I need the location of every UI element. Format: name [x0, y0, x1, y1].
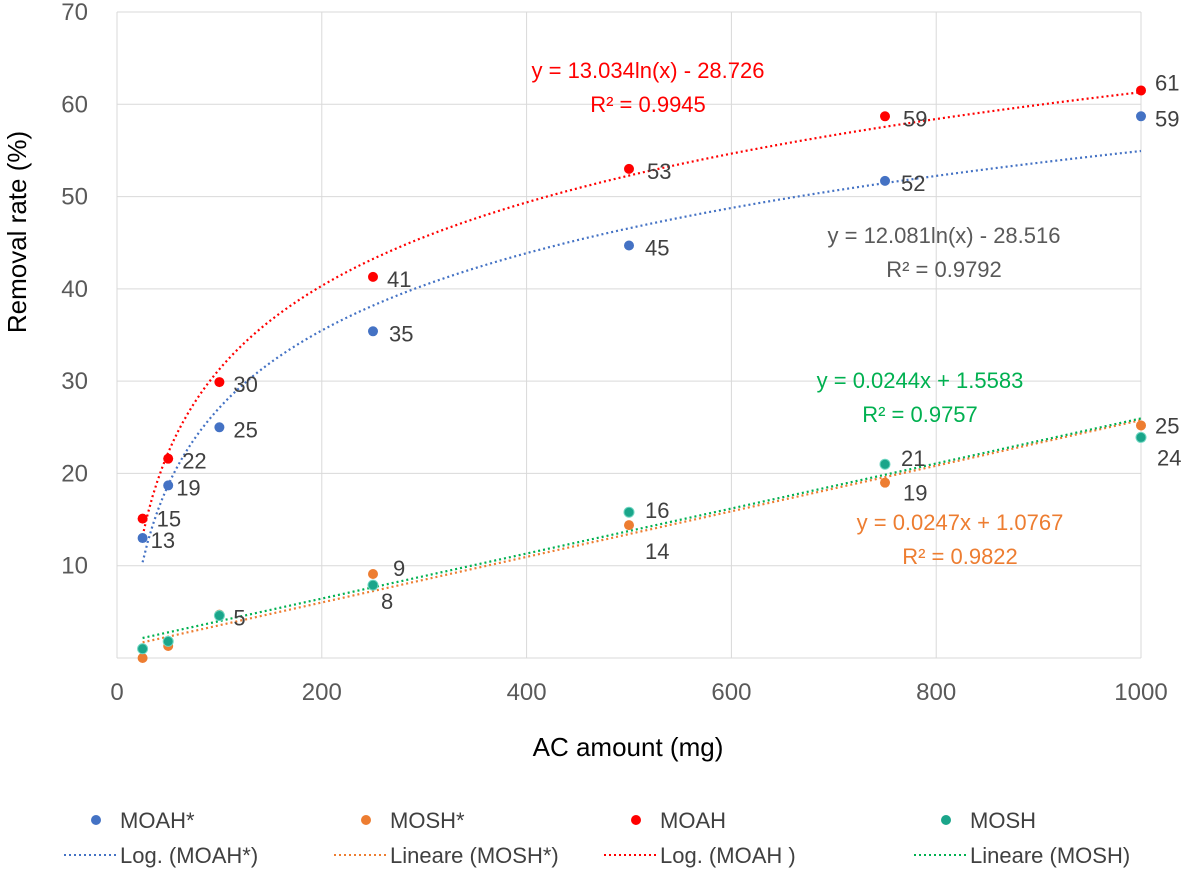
x-tick-label: 800	[916, 679, 956, 706]
data-point-moah-star	[368, 326, 378, 337]
y-tick-label: 30	[61, 368, 88, 395]
x-tick-label: 400	[507, 679, 547, 706]
data-point-moah	[1136, 85, 1146, 96]
data-label: 24	[1157, 445, 1181, 470]
data-label: 16	[645, 498, 669, 523]
data-point-mosh	[137, 643, 149, 655]
x-tick-label: 0	[110, 679, 123, 706]
y-tick-label: 10	[61, 553, 88, 580]
data-label: 41	[387, 267, 411, 292]
data-point-moah	[624, 163, 634, 174]
data-label: 35	[389, 321, 413, 346]
data-point-moah	[368, 271, 378, 282]
legend-label: MOAH*	[120, 808, 195, 833]
trendline-r2: R² = 0.9822	[902, 544, 1018, 569]
data-label: 45	[645, 235, 669, 260]
data-point-mosh	[879, 458, 891, 470]
x-axis-title: AC amount (mg)	[533, 732, 724, 762]
data-point-mosh-star	[368, 569, 378, 580]
data-point-mosh-star	[1136, 420, 1146, 431]
x-tick-label: 200	[302, 679, 342, 706]
data-point-moah-star	[163, 480, 174, 491]
data-points	[137, 85, 1147, 663]
trendline-mosh	[142, 417, 1142, 640]
data-point-moah-star	[880, 175, 890, 186]
legend-marker-mosh	[941, 815, 951, 825]
data-label: 25	[233, 417, 257, 442]
data-label: 61	[1155, 70, 1179, 95]
data-point-mosh-star	[624, 520, 634, 531]
data-label: 19	[903, 481, 927, 506]
data-point-moah	[137, 513, 148, 524]
x-tick-label: 1000	[1114, 679, 1167, 706]
legend-trend-label: Lineare (MOSH)	[970, 843, 1130, 868]
data-point-mosh-star	[880, 477, 890, 488]
data-label: 13	[151, 528, 175, 553]
trendline-r2: R² = 0.9792	[886, 257, 1002, 282]
x-tick-label: 600	[711, 679, 751, 706]
y-axis-title: Removal rate (%)	[2, 131, 32, 333]
data-label: 53	[647, 159, 671, 184]
data-label: 5	[233, 606, 245, 631]
data-label: 59	[903, 106, 927, 131]
y-tick-label: 60	[61, 91, 88, 118]
data-point-moah-star	[137, 533, 148, 544]
legend-label: MOSH*	[390, 808, 465, 833]
data-label: 21	[901, 446, 925, 471]
data-point-mosh	[213, 610, 225, 622]
legend-marker-moah-star	[91, 815, 101, 825]
y-tick-label: 40	[61, 276, 88, 303]
data-labels: 13 19 25 35 45 52 59 9 14 19 25 15 22 30 41 53 59 61 5 8 16 2…	[151, 70, 1182, 630]
trendlines	[141, 91, 1142, 644]
trendline-moah-star	[141, 149, 1142, 563]
data-label: 59	[1155, 106, 1179, 131]
data-label: 9	[393, 556, 405, 581]
legend-marker-mosh-star	[361, 815, 371, 825]
y-tick-label: 20	[61, 460, 88, 487]
trendline-mosh-star	[142, 419, 1142, 644]
legend: MOAH* Log. (MOAH*) MOSH* Lineare (MOSH*) MOA…	[64, 808, 1130, 868]
data-label: 30	[233, 372, 257, 397]
axis-ticks: 0 200 400 600 800 1000 10 20 30 40 50 60 70	[61, 0, 1167, 706]
trendline-equations: y = 12.081ln(x) - 28.516 R² = 0.9792 y = 0…	[532, 58, 1064, 569]
legend-marker-moah	[631, 815, 641, 825]
y-tick-label: 70	[61, 0, 88, 26]
trendline-moah	[141, 91, 1142, 537]
legend-trend-label: Lineare (MOSH*)	[390, 843, 559, 868]
data-point-moah-star	[1136, 111, 1146, 122]
data-point-mosh	[162, 635, 174, 647]
data-label: 22	[182, 449, 206, 474]
data-label: 8	[381, 589, 393, 614]
data-point-moah	[214, 377, 225, 388]
data-point-moah-star	[624, 240, 634, 251]
trendline-equation: y = 12.081ln(x) - 28.516	[828, 223, 1061, 248]
trendline-equation: y = 13.034ln(x) - 28.726	[532, 58, 765, 83]
trendline-equation: y = 0.0247x + 1.0767	[857, 510, 1064, 535]
legend-trend-label: Log. (MOAH )	[660, 843, 796, 868]
data-label: 52	[901, 171, 925, 196]
data-point-moah	[880, 111, 890, 122]
data-point-mosh	[367, 579, 379, 591]
data-point-moah	[163, 453, 174, 464]
legend-label: MOAH	[660, 808, 726, 833]
data-label: 19	[176, 475, 200, 500]
data-label: 15	[157, 507, 181, 532]
data-label: 14	[645, 539, 669, 564]
trendline-r2: R² = 0.9757	[862, 402, 978, 427]
data-point-mosh	[1135, 431, 1147, 443]
trendline-r2: R² = 0.9945	[590, 92, 706, 117]
legend-label: MOSH	[970, 808, 1036, 833]
data-point-mosh-star	[137, 653, 148, 663]
data-point-moah-star	[214, 422, 225, 433]
legend-trend-label: Log. (MOAH*)	[120, 843, 258, 868]
data-point-mosh	[623, 506, 635, 518]
y-tick-label: 50	[61, 184, 88, 211]
trendline-equation: y = 0.0244x + 1.5583	[817, 368, 1024, 393]
data-label: 25	[1155, 413, 1179, 438]
